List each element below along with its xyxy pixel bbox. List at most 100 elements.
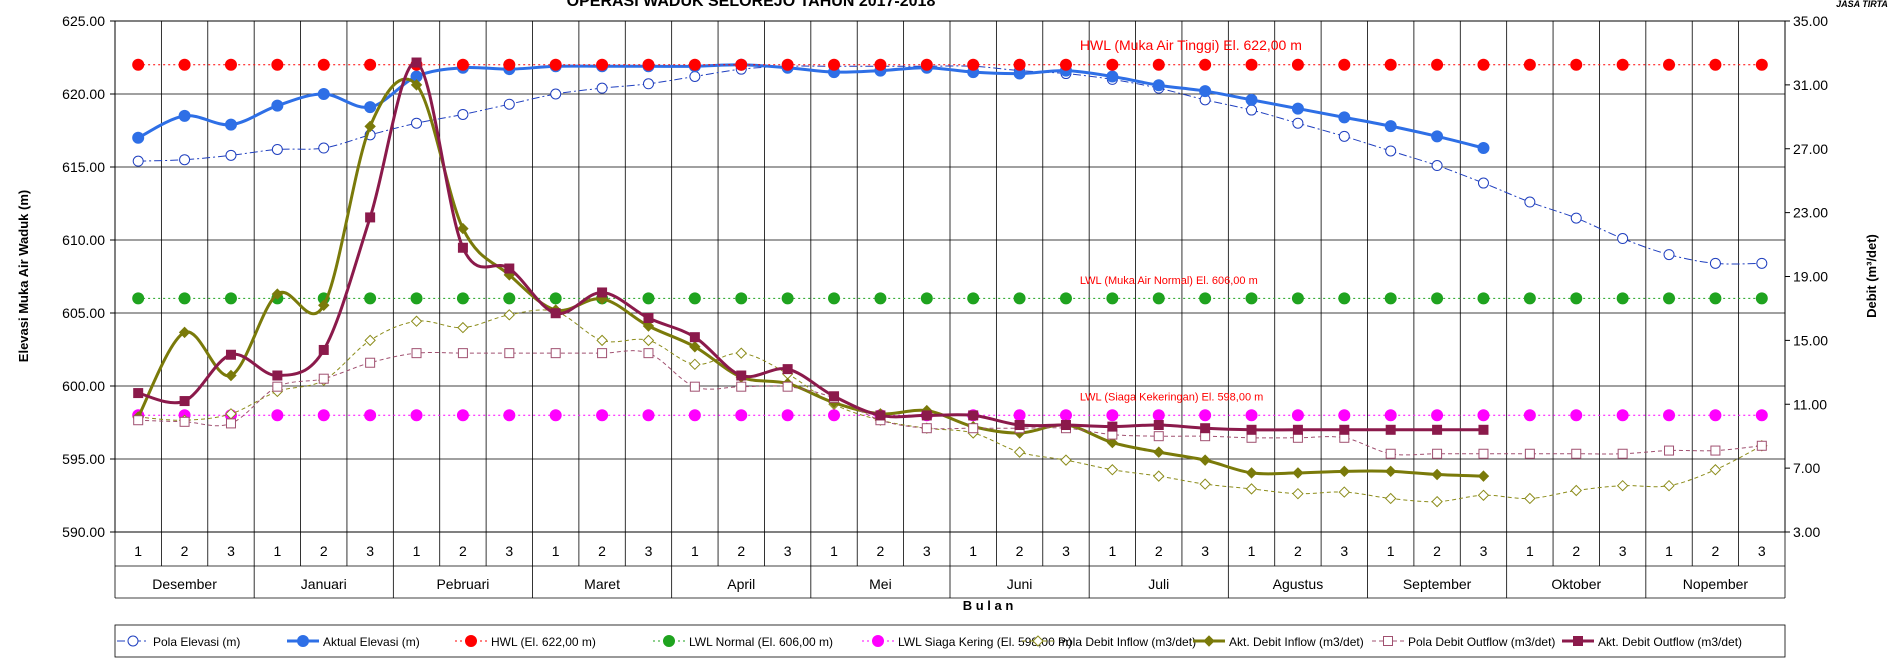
data-point (364, 334, 376, 347)
data-point (1339, 424, 1350, 435)
data-point (1013, 446, 1026, 458)
data-point (689, 358, 701, 371)
data-point (828, 409, 841, 422)
data-point (411, 348, 422, 359)
data-point (550, 348, 561, 359)
data-point (1106, 58, 1119, 71)
data-point (1616, 292, 1629, 305)
data-point (364, 292, 377, 305)
data-point (688, 58, 701, 71)
x-period-label: 1 (1526, 543, 1534, 559)
data-point (642, 334, 655, 347)
data-point (1245, 292, 1258, 305)
x-period-label: 2 (877, 543, 885, 559)
data-point (1338, 409, 1351, 422)
data-point (1292, 467, 1304, 479)
data-point (1013, 58, 1026, 71)
data-point (1200, 423, 1211, 434)
x-month-label: Maret (584, 576, 620, 592)
data-point (411, 57, 422, 68)
data-point (1106, 70, 1119, 83)
data-point (1059, 292, 1072, 305)
data-point (1292, 424, 1303, 435)
x-period-label: 2 (320, 543, 328, 559)
legend-label: LWL Siaga Kering (El. 598,00 m) (898, 635, 1072, 649)
x-period-label: 3 (1340, 543, 1348, 559)
data-point (1477, 292, 1490, 305)
data-point (179, 396, 190, 407)
x-period-label: 2 (1433, 543, 1441, 559)
data-point (1245, 58, 1258, 71)
data-point (1756, 440, 1767, 451)
data-point (1663, 479, 1675, 492)
data-point (317, 88, 330, 100)
data-point (1710, 445, 1721, 456)
data-point (689, 70, 701, 82)
data-point (271, 409, 284, 422)
data-point (688, 292, 701, 305)
data-point (736, 381, 747, 392)
y-right-tick-label: 23.00 (1793, 205, 1828, 221)
data-point (410, 79, 423, 91)
data-point (735, 58, 748, 71)
data-point (1106, 436, 1119, 449)
data-point (1617, 233, 1629, 245)
data-point (735, 409, 748, 422)
data-point (1384, 465, 1397, 478)
data-point (643, 313, 654, 324)
data-point (920, 292, 933, 305)
data-point (1152, 58, 1165, 71)
legend-label: Aktual Elevasi (m) (323, 635, 420, 649)
y-right-tick-label: 7.00 (1793, 460, 1820, 476)
data-point (828, 292, 841, 305)
data-point (1384, 292, 1397, 305)
series-3 (132, 292, 1768, 305)
data-point (1384, 409, 1397, 422)
x-month-label: Juni (1007, 576, 1033, 592)
data-point (1383, 636, 1393, 646)
y-right-tick-label: 31.00 (1793, 77, 1828, 93)
data-point (503, 409, 516, 422)
x-period-label: 1 (1108, 543, 1116, 559)
data-point (1755, 58, 1768, 71)
data-point (456, 409, 469, 422)
x-period-label: 3 (505, 543, 513, 559)
x-month-label: Nopember (1683, 576, 1749, 592)
data-point (781, 292, 794, 305)
y-right-tick-label: 11.00 (1793, 396, 1827, 412)
data-point (643, 348, 654, 359)
data-point (1616, 58, 1629, 71)
data-point (1153, 431, 1164, 442)
y-right-tick-label: 19.00 (1793, 269, 1828, 285)
x-period-label: 1 (413, 543, 421, 559)
data-point (875, 410, 886, 421)
data-point (1203, 635, 1215, 647)
data-point (504, 348, 515, 359)
x-month-label: Desember (152, 576, 217, 592)
data-point (503, 98, 515, 110)
data-point (735, 292, 748, 305)
data-point (1199, 478, 1211, 490)
x-period-label: 1 (830, 543, 838, 559)
legend: Pola Elevasi (m) Aktual Elevasi (m) HWL (E… (114, 624, 1786, 658)
x-period-label: 3 (366, 543, 374, 559)
data-point (1384, 120, 1397, 133)
x-period-label: 1 (552, 543, 560, 559)
data-point (874, 292, 887, 305)
x-period-label: 2 (1155, 543, 1163, 559)
data-point (410, 409, 423, 422)
data-point (1570, 58, 1583, 71)
data-point (642, 409, 655, 422)
data-point (1523, 409, 1536, 422)
data-point (1570, 292, 1583, 305)
x-period-label: 1 (134, 543, 142, 559)
data-point (642, 78, 654, 90)
data-point (179, 154, 191, 166)
chart-title: OPERASI WADUK SELOREJO TAHUN 2017-2018 (567, 0, 936, 10)
data-point (1663, 409, 1676, 422)
x-month-label: Agustus (1273, 576, 1324, 592)
data-point (1431, 292, 1444, 305)
x-month-label: April (727, 576, 755, 592)
x-axis-label: B u l a n (963, 598, 1014, 613)
data-point (364, 409, 377, 422)
